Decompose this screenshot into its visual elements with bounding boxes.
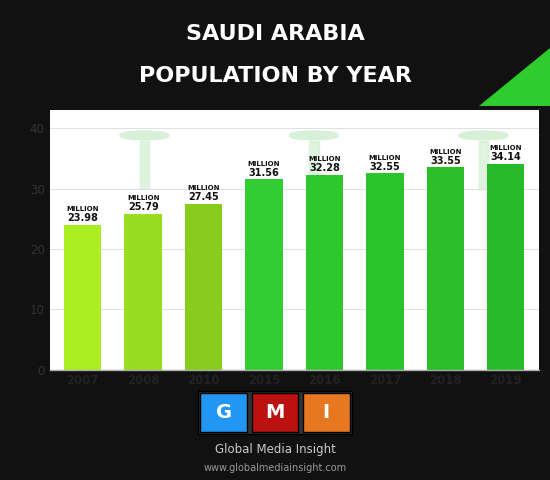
Bar xyxy=(245,180,283,370)
Text: MILLION: MILLION xyxy=(308,156,340,162)
FancyBboxPatch shape xyxy=(302,393,350,432)
Bar xyxy=(309,141,319,189)
Text: MILLION: MILLION xyxy=(67,206,99,212)
Bar xyxy=(140,141,149,189)
Text: 25.79: 25.79 xyxy=(128,203,158,212)
Text: www.globalmediainsight.com: www.globalmediainsight.com xyxy=(204,463,346,473)
Text: 32.55: 32.55 xyxy=(370,162,400,171)
Bar xyxy=(487,164,525,370)
Ellipse shape xyxy=(459,131,508,138)
Text: MILLION: MILLION xyxy=(188,185,220,192)
Bar xyxy=(478,141,488,189)
Bar xyxy=(64,225,101,370)
Text: SAUDI ARABIA: SAUDI ARABIA xyxy=(186,24,364,44)
Ellipse shape xyxy=(120,132,168,140)
Text: M: M xyxy=(265,403,285,422)
Text: 31.56: 31.56 xyxy=(249,168,279,178)
Text: MILLION: MILLION xyxy=(248,161,280,167)
Text: POPULATION BY YEAR: POPULATION BY YEAR xyxy=(139,66,411,86)
FancyBboxPatch shape xyxy=(252,393,298,432)
Text: 33.55: 33.55 xyxy=(430,156,461,166)
Bar xyxy=(124,214,162,370)
Ellipse shape xyxy=(290,132,338,139)
Text: 27.45: 27.45 xyxy=(188,192,219,203)
Text: Global Media Insight: Global Media Insight xyxy=(214,443,336,456)
Text: MILLION: MILLION xyxy=(368,155,401,161)
Text: I: I xyxy=(323,403,329,422)
Ellipse shape xyxy=(459,132,508,140)
Ellipse shape xyxy=(120,132,168,139)
FancyBboxPatch shape xyxy=(198,391,353,433)
Bar xyxy=(427,168,464,370)
Text: 34.14: 34.14 xyxy=(491,152,521,162)
Text: MILLION: MILLION xyxy=(490,145,522,151)
Text: G: G xyxy=(216,403,232,422)
Bar xyxy=(306,175,343,370)
Bar xyxy=(366,173,404,370)
Text: 32.28: 32.28 xyxy=(309,163,340,173)
Bar xyxy=(185,204,222,370)
Text: MILLION: MILLION xyxy=(429,149,461,155)
FancyBboxPatch shape xyxy=(200,393,248,432)
Ellipse shape xyxy=(120,131,168,138)
Ellipse shape xyxy=(459,132,508,139)
Ellipse shape xyxy=(290,132,338,140)
Text: 23.98: 23.98 xyxy=(67,213,98,223)
Text: MILLION: MILLION xyxy=(127,195,160,202)
Polygon shape xyxy=(478,48,550,106)
Ellipse shape xyxy=(290,131,338,138)
